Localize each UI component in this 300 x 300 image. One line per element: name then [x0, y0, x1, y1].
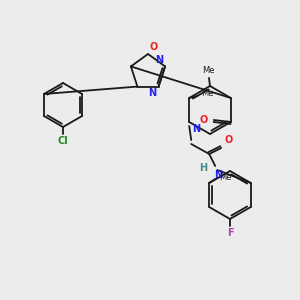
- Text: H: H: [199, 163, 207, 173]
- Text: N: N: [148, 88, 157, 98]
- Text: O: O: [224, 135, 232, 145]
- Text: N: N: [214, 170, 222, 180]
- Text: Me: Me: [201, 89, 214, 98]
- Text: N: N: [155, 56, 163, 65]
- Text: O: O: [200, 115, 208, 125]
- Text: Cl: Cl: [58, 136, 68, 146]
- Text: O: O: [150, 42, 158, 52]
- Text: N: N: [192, 124, 200, 134]
- Text: Me: Me: [202, 66, 214, 75]
- Text: Me: Me: [219, 172, 232, 182]
- Text: F: F: [227, 228, 233, 238]
